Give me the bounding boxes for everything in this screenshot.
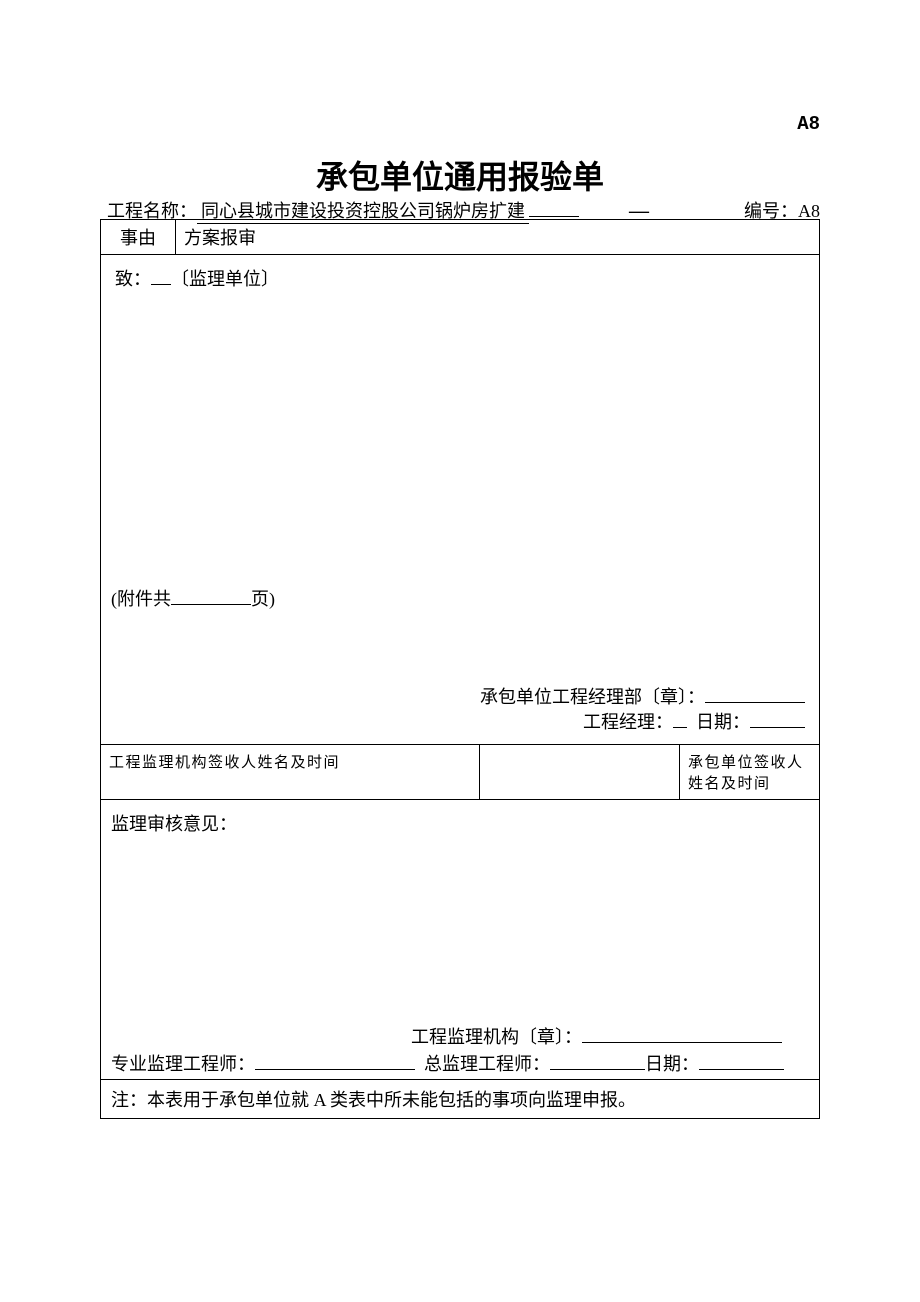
manager-underline <box>673 727 687 728</box>
doc-number-value: A8 <box>798 201 820 221</box>
doc-number-label: 编号： <box>744 201 798 221</box>
manager-line: 工程经理： 日期： <box>583 708 805 734</box>
supervisor-sign-value <box>480 745 680 800</box>
reason-row: 事由 方案报审 <box>101 220 820 255</box>
pro-eng-underline <box>255 1069 415 1070</box>
to-label: 致： <box>115 269 151 289</box>
review-title: 监理审核意见： <box>111 810 809 836</box>
review-stamp-underline <box>582 1042 782 1043</box>
attachment-underline <box>171 604 251 605</box>
note-cell: 注：本表用于承包单位就 A 类表中所未能包括的事项向监理申报。 <box>101 1080 820 1119</box>
to-line: 致： 〔监理单位〕 <box>115 265 809 291</box>
review-date-underline <box>699 1069 784 1070</box>
contractor-stamp-line: 承包单位工程经理部〔章〕： <box>480 683 805 709</box>
note-row: 注：本表用于承包单位就 A 类表中所未能包括的事项向监理申报。 <box>101 1080 820 1119</box>
manager-label: 工程经理： <box>583 712 673 732</box>
signature-row: 工程监理机构签收人姓名及时间 承包单位签收人姓名及时间 <box>101 745 820 800</box>
chief-eng-label: 总监理工程师： <box>424 1050 550 1076</box>
attachment-line: (附件共 页) <box>111 585 275 611</box>
review-cell: 监理审核意见： 工程监理机构〔章〕： 专业监理工程师： 总监理工程师： 日期： <box>101 800 820 1080</box>
page-number: A8 <box>797 113 820 135</box>
stamp-underline <box>705 702 805 703</box>
body-cell: 致： 〔监理单位〕 (附件共 页) 承包单位工程经理部〔章〕： 工程经理： 日期： <box>101 255 820 745</box>
main-form-table: 事由 方案报审 致： 〔监理单位〕 (附件共 页) 承包单位工程经理部〔章〕： 工程… <box>100 219 820 1119</box>
underline-spacer <box>529 195 579 217</box>
review-stamp-label: 工程监理机构〔章〕： <box>411 1027 582 1047</box>
reason-label-cell: 事由 <box>101 220 176 255</box>
supervisor-sign-label: 工程监理机构签收人姓名及时间 <box>101 745 480 800</box>
reason-value-cell: 方案报审 <box>176 220 820 255</box>
chief-eng-underline <box>550 1069 645 1070</box>
review-date-label: 日期： <box>645 1050 699 1076</box>
review-stamp-line: 工程监理机构〔章〕： <box>411 1023 782 1049</box>
to-suffix: 〔监理单位〕 <box>171 269 279 289</box>
review-row: 监理审核意见： 工程监理机构〔章〕： 专业监理工程师： 总监理工程师： 日期： <box>101 800 820 1080</box>
pro-eng-label: 专业监理工程师： <box>111 1050 255 1076</box>
document-title: 承包单位通用报验单 <box>0 152 920 198</box>
attachment-prefix: (附件共 <box>111 589 171 609</box>
date-label: 日期： <box>696 712 750 732</box>
body-row: 致： 〔监理单位〕 (附件共 页) 承包单位工程经理部〔章〕： 工程经理： 日期： <box>101 255 820 745</box>
date-underline <box>750 727 805 728</box>
contractor-sign-label: 承包单位签收人姓名及时间 <box>680 745 820 800</box>
to-underline <box>151 284 171 285</box>
review-bottom-line: 专业监理工程师： 总监理工程师： 日期： <box>111 1050 809 1076</box>
attachment-suffix: 页) <box>251 589 275 609</box>
contractor-stamp-label: 承包单位工程经理部〔章〕： <box>480 687 705 707</box>
